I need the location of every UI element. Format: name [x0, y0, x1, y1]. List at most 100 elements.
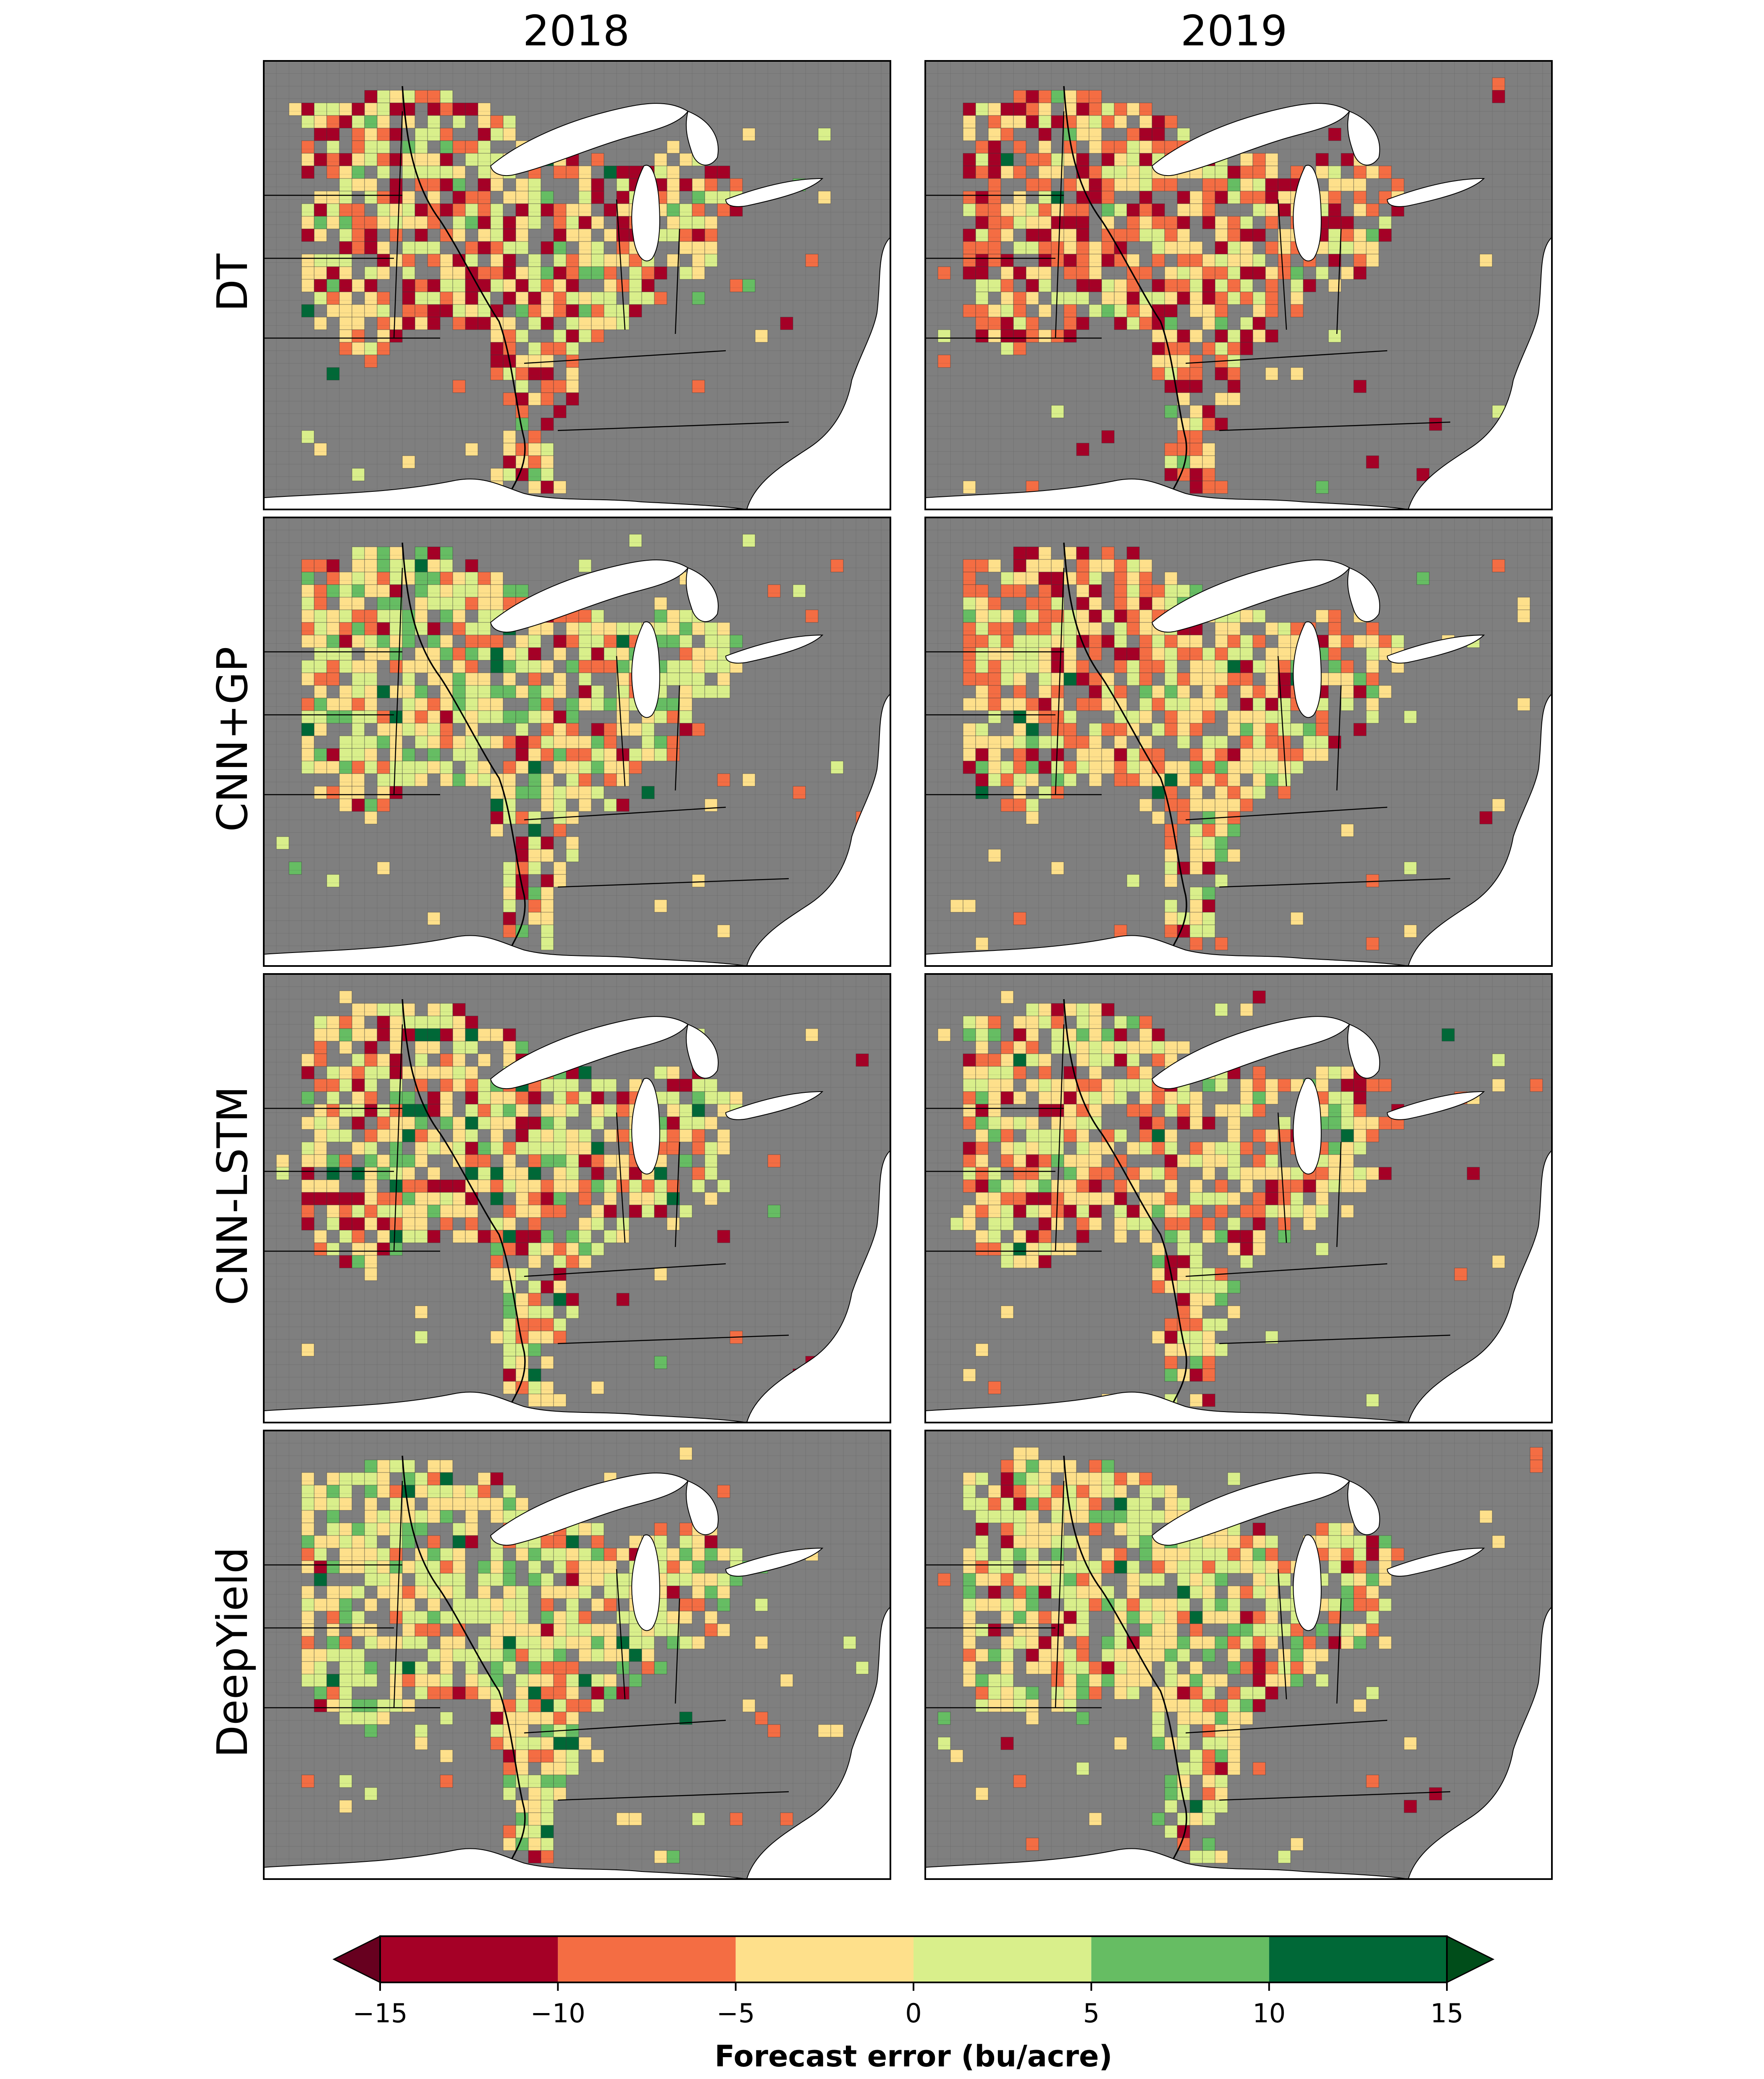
- county-cell: [377, 723, 390, 736]
- county-cell: [1202, 710, 1215, 724]
- county-cell: [1164, 861, 1178, 875]
- county-cell: [1114, 1510, 1127, 1523]
- county-cell: [452, 380, 466, 393]
- county-cell: [364, 1460, 378, 1473]
- county-cell: [1252, 228, 1266, 242]
- county-cell: [988, 178, 1001, 192]
- county-cell: [692, 874, 705, 887]
- county-cell: [314, 685, 327, 698]
- county-cell: [1177, 735, 1190, 749]
- county-cell: [415, 304, 428, 318]
- county-cell: [326, 1192, 340, 1205]
- county-cell: [1303, 735, 1316, 749]
- county-cell: [1051, 1217, 1064, 1231]
- county-cell: [975, 291, 989, 305]
- county-cell: [339, 1774, 352, 1788]
- county-cell: [1278, 1217, 1291, 1231]
- county-cell: [515, 304, 529, 318]
- county-cell: [604, 647, 617, 661]
- county-cell: [326, 153, 340, 166]
- map-panel-cnn-lstm-2019: [924, 973, 1553, 1423]
- county-cell: [1252, 761, 1266, 774]
- county-cell: [1038, 1636, 1052, 1649]
- county-cell: [1139, 1167, 1152, 1180]
- county-cell: [1152, 1268, 1165, 1281]
- county-cell: [314, 1016, 327, 1029]
- county-cell: [515, 635, 529, 648]
- county-cell: [1341, 685, 1354, 698]
- county-cell: [1530, 1460, 1543, 1473]
- county-cell: [326, 115, 340, 129]
- county-cell: [1227, 254, 1241, 267]
- county-cell: [1189, 1142, 1203, 1155]
- county-cell: [818, 1724, 831, 1738]
- county-cell: [478, 1611, 491, 1624]
- county-cell: [1051, 1611, 1064, 1624]
- county-cell: [1026, 1255, 1039, 1268]
- county-cell: [988, 1205, 1001, 1218]
- county-cell: [1089, 735, 1102, 749]
- county-cell: [1227, 1586, 1241, 1599]
- county-cell: [389, 584, 403, 598]
- county-cell: [402, 191, 415, 204]
- county-cell: [704, 1611, 718, 1624]
- county-cell: [1215, 1104, 1228, 1117]
- county-cell: [389, 1598, 403, 1612]
- county-cell: [717, 672, 730, 686]
- county-cell: [541, 685, 554, 698]
- county-cell: [553, 1154, 567, 1168]
- county-cell: [1038, 1066, 1052, 1079]
- county-cell: [1189, 1205, 1203, 1218]
- county-cell: [1126, 1142, 1140, 1155]
- county-cell: [1000, 672, 1014, 686]
- county-cell: [427, 584, 441, 598]
- county-cell: [541, 798, 554, 812]
- county-cell: [1341, 1066, 1354, 1079]
- county-cell: [478, 228, 491, 242]
- county-cell: [1227, 1749, 1241, 1763]
- county-cell: [937, 1573, 951, 1586]
- county-cell: [1063, 1242, 1077, 1256]
- county-cell: [988, 761, 1001, 774]
- county-cell: [1189, 1318, 1203, 1331]
- county-cell: [402, 1586, 415, 1599]
- county-cell: [326, 291, 340, 305]
- county-cell: [465, 1217, 478, 1231]
- county-cell: [541, 1535, 554, 1549]
- county-cell: [1076, 1053, 1089, 1067]
- county-cell: [1278, 1230, 1291, 1243]
- county-cell: [528, 1129, 541, 1142]
- county-cell: [1341, 1104, 1354, 1117]
- county-cell: [679, 1636, 693, 1649]
- county-cell: [1101, 1485, 1115, 1498]
- county-cell: [377, 1485, 390, 1498]
- county-cell: [339, 342, 352, 355]
- colorbar-tick-label: 0: [905, 1998, 921, 2029]
- county-cell: [553, 1636, 567, 1649]
- county-cell: [566, 723, 579, 736]
- county-cell: [364, 559, 378, 572]
- county-cell: [679, 710, 693, 724]
- county-cell: [1530, 1447, 1543, 1460]
- county-cell: [1366, 203, 1379, 217]
- county-cell: [1227, 291, 1241, 305]
- county-cell: [465, 443, 478, 456]
- county-cell: [377, 597, 390, 610]
- county-cell: [314, 266, 327, 280]
- county-cell: [339, 1800, 352, 1813]
- county-cell: [326, 1154, 340, 1168]
- county-cell: [1126, 128, 1140, 141]
- county-cell: [528, 887, 541, 900]
- county-cell: [1000, 1611, 1014, 1624]
- county-cell: [578, 317, 592, 330]
- county-cell: [478, 115, 491, 129]
- county-cell: [541, 1548, 554, 1561]
- county-cell: [730, 1548, 743, 1561]
- county-cell: [326, 698, 340, 711]
- county-cell: [352, 342, 365, 355]
- county-cell: [1328, 228, 1341, 242]
- county-cell: [389, 786, 403, 799]
- county-cell: [465, 672, 478, 686]
- county-cell: [1013, 140, 1026, 154]
- county-cell: [1202, 178, 1215, 192]
